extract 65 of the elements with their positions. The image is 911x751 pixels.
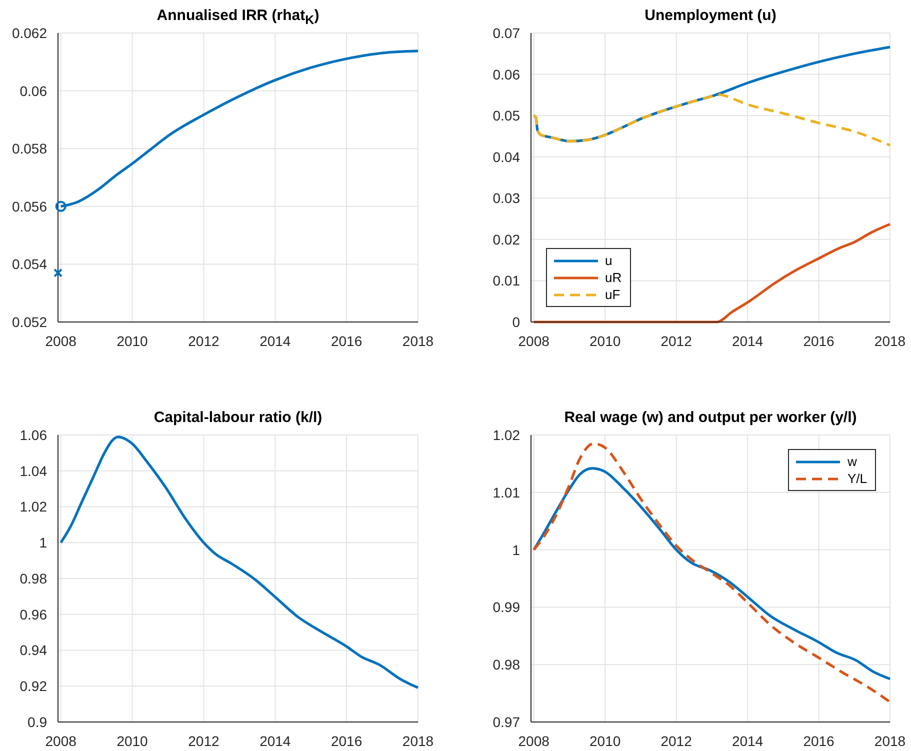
line-series [532, 93, 892, 147]
legend-label: uR [605, 269, 622, 286]
y-tick-label: 0.054 [12, 256, 48, 272]
y-tick-label: 0.96 [20, 606, 48, 622]
chart-title: Capital-labour ratio (k/l) [152, 409, 324, 427]
y-tick-label: 0.05 [492, 108, 520, 124]
y-tick-label: 0.062 [12, 24, 48, 41]
x-tick-label: 2010 [116, 732, 148, 749]
y-tick-label: 0.98 [20, 570, 48, 586]
x-tick-label: 2018 [402, 732, 434, 749]
x-tick-label: 2016 [330, 732, 362, 749]
x-tick-label: 2018 [402, 332, 434, 349]
x-tick-label: 2008 [45, 732, 77, 749]
chart-title: Annualised IRR (rhat$_{K}$) [156, 7, 320, 27]
y-tick-label: 1 [39, 534, 48, 551]
y-tick-label: 1.02 [492, 426, 520, 443]
y-tick-label: 0.99 [492, 599, 520, 616]
y-tick-label: 0.07 [492, 24, 520, 41]
y-tick-label: 0.03 [492, 190, 520, 206]
legend-label: u [605, 252, 612, 269]
y-tick-label: 0.06 [492, 66, 520, 82]
y-tick-label: 0 [512, 314, 520, 330]
legend-label: Y/L [847, 470, 867, 487]
y-tick-label: 0.01 [492, 272, 520, 289]
x-tick-label: 2010 [590, 332, 621, 349]
x-tick-label: 2016 [803, 332, 835, 349]
line-series [532, 442, 892, 704]
y-tick-label: 0.056 [12, 198, 48, 214]
x-tick-label: 2016 [803, 732, 835, 749]
x-tick-label: 2014 [260, 332, 291, 349]
x-tick-label: 2012 [660, 732, 692, 749]
x-tick-label: 2010 [590, 732, 621, 749]
y-tick-label: 0.98 [492, 656, 520, 673]
x-tick-label: 2016 [330, 332, 362, 349]
y-tick-label: 0.058 [12, 140, 48, 157]
y-tick-label: 1 [512, 542, 520, 558]
y-tick-label: 0.94 [20, 642, 48, 658]
chart-title: Real wage (w) and output per worker (y/l) [563, 409, 858, 427]
y-tick-label: 0.92 [20, 678, 48, 694]
x-tick-label: 2014 [260, 732, 291, 749]
x-tick-label: 2008 [45, 332, 77, 349]
legend-label: w [847, 453, 857, 470]
x-tick-label: 2018 [874, 732, 906, 749]
y-tick-label: 0.04 [492, 148, 520, 165]
y-tick-label: 0.02 [492, 231, 520, 248]
y-tick-label: 0.052 [12, 314, 48, 330]
x-tick-label: 2012 [660, 332, 692, 349]
x-tick-label: 2018 [874, 332, 906, 349]
x-tick-label: 2014 [732, 332, 764, 349]
y-tick-label: 0.9 [28, 714, 48, 730]
legend-label: uF [605, 286, 620, 303]
x-tick-label: 2012 [188, 732, 220, 749]
line-series [532, 466, 892, 680]
y-tick-label: 1.01 [492, 484, 520, 500]
y-tick-label: 0.97 [492, 714, 520, 730]
y-tick-label: 1.04 [20, 462, 48, 479]
x-tick-label: 2010 [116, 332, 148, 349]
x-tick-label: 2014 [732, 732, 764, 749]
x-tick-label: 2012 [188, 332, 220, 349]
x-tick-label: 2008 [518, 732, 550, 749]
y-tick-label: 1.06 [20, 426, 48, 443]
y-tick-label: 1.02 [20, 498, 48, 515]
x-tick-label: 2008 [518, 332, 550, 349]
y-tick-label: 0.06 [20, 82, 48, 99]
chart-title: Unemployment (u) [644, 7, 778, 25]
